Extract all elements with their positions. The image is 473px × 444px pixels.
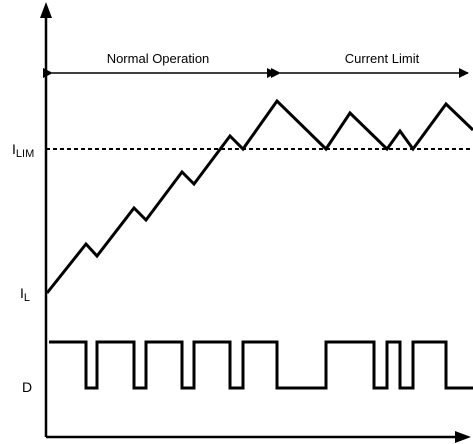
normal-operation-label: Normal Operation xyxy=(107,51,210,66)
inductor-current-waveform xyxy=(45,98,473,294)
vertical-axis-arrowhead xyxy=(40,2,52,18)
duty-label: D xyxy=(22,379,32,395)
duty-cycle-waveform xyxy=(49,340,473,390)
horizontal-axis-arrowhead xyxy=(455,431,471,443)
ilim-label-subscript: LIM xyxy=(16,148,34,160)
il-label: IL xyxy=(20,285,30,304)
ilim-label-main: I xyxy=(12,141,16,157)
il-label-main: I xyxy=(20,285,24,301)
current-limit-label: Current Limit xyxy=(345,51,420,66)
il-label-subscript: L xyxy=(24,292,30,304)
ilim-label: ILIM xyxy=(12,141,34,160)
